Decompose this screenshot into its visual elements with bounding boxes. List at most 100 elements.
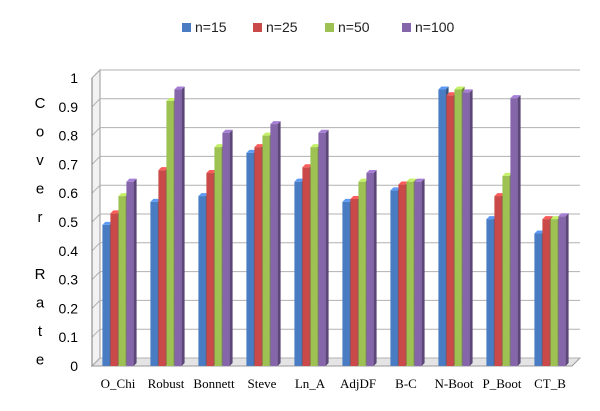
bar-side — [469, 89, 473, 367]
bar-front — [390, 190, 398, 366]
bar-top — [494, 193, 505, 197]
x-tick-label: N-Boot — [435, 376, 474, 391]
legend-swatch — [402, 23, 411, 32]
bar-top — [358, 178, 369, 182]
bar-front — [118, 196, 126, 366]
bar-front — [454, 89, 462, 367]
legend-label: n=15 — [195, 19, 227, 35]
bar-front — [318, 132, 326, 366]
bar-front — [222, 132, 230, 366]
bar-front — [110, 213, 118, 366]
bar-front — [214, 147, 222, 366]
x-tick-label: O_Chi — [101, 376, 136, 391]
bar-front — [462, 92, 470, 367]
bar-side — [229, 129, 233, 366]
bar-top — [398, 181, 409, 185]
y-tick-label: 0.2 — [59, 300, 79, 316]
bar — [270, 121, 281, 366]
bar-side — [325, 129, 329, 366]
y-tick-label: 0.5 — [59, 214, 79, 230]
legend-label: n=50 — [338, 19, 370, 35]
bar-top — [206, 170, 217, 174]
bar-front — [246, 152, 254, 366]
bar-front — [174, 89, 182, 367]
bar-top — [446, 92, 457, 96]
bar-front — [206, 173, 214, 366]
bar-top — [262, 132, 273, 136]
bar-side — [181, 86, 185, 367]
bar-top — [366, 170, 377, 174]
bar — [510, 95, 521, 366]
bar-top — [462, 89, 473, 93]
x-tick-label: Bonnett — [193, 376, 235, 391]
bar-front — [358, 181, 366, 366]
bar-top — [510, 95, 521, 99]
x-tick-label: Ln_A — [295, 376, 326, 391]
gridline — [91, 98, 580, 108]
bar-front — [158, 170, 166, 366]
bar-top — [158, 167, 169, 171]
bar-front — [486, 219, 494, 366]
y-axis-label-letter: o — [36, 124, 44, 141]
bar-front — [102, 224, 110, 366]
bar — [318, 129, 329, 366]
x-tick-label: CT_B — [534, 376, 566, 391]
bar-side — [277, 121, 281, 366]
bar-top — [550, 216, 561, 220]
legend-label: n=25 — [266, 19, 298, 35]
y-axis-label-letter: r — [38, 209, 43, 226]
bar-front — [342, 201, 350, 366]
bar-top — [166, 98, 177, 102]
bar-top — [414, 178, 425, 182]
legend-swatch — [253, 23, 262, 32]
bar-top — [302, 164, 313, 168]
bar-top — [270, 121, 281, 125]
gridline — [91, 155, 580, 165]
bar-top — [150, 198, 161, 202]
bar-front — [502, 175, 510, 366]
bar-top — [558, 213, 569, 217]
bar-top — [102, 221, 113, 225]
x-tick-label: AdjDF — [340, 376, 376, 391]
y-axis-label-letter: e — [36, 181, 44, 198]
bar — [174, 86, 185, 367]
bar-top — [342, 198, 353, 202]
bar — [366, 170, 377, 366]
bar-top — [110, 210, 121, 214]
bar — [222, 129, 233, 366]
x-tick-labels: O_Chi Robust Bonnett Steve Ln_A AdjDF B-C N-Boo… — [101, 376, 567, 391]
y-axis-label-letter: a — [36, 295, 45, 312]
bar-front — [302, 167, 310, 366]
bar-front — [446, 95, 454, 366]
bar-front — [414, 181, 422, 366]
bar — [126, 178, 137, 366]
bar-top — [318, 129, 329, 133]
bar-side — [517, 95, 521, 366]
x-tick-label: P_Boot — [482, 376, 521, 391]
bar — [414, 178, 425, 366]
bar-top — [438, 86, 449, 90]
bar-top — [126, 178, 137, 182]
bar-top — [294, 178, 305, 182]
bar-front — [438, 89, 446, 367]
legend-swatch — [325, 23, 334, 32]
y-tick-label: 0.1 — [59, 329, 79, 345]
bar — [462, 89, 473, 367]
bar-top — [454, 86, 465, 90]
bar-front — [510, 98, 518, 366]
y-tick-label: 1 — [70, 70, 78, 86]
bar-front — [166, 101, 174, 366]
y-tick-label: 0 — [70, 358, 78, 374]
y-tick-label: 0.4 — [59, 243, 79, 259]
bar-front — [558, 216, 566, 366]
bar-top — [118, 193, 129, 197]
bar-top — [222, 129, 233, 133]
x-tick-label: B-C — [395, 376, 417, 391]
bar-top — [502, 172, 513, 176]
y-tick-label: 0.7 — [59, 156, 79, 172]
bar-top — [174, 86, 185, 90]
bar-front — [494, 196, 502, 366]
bar-front — [542, 219, 550, 366]
